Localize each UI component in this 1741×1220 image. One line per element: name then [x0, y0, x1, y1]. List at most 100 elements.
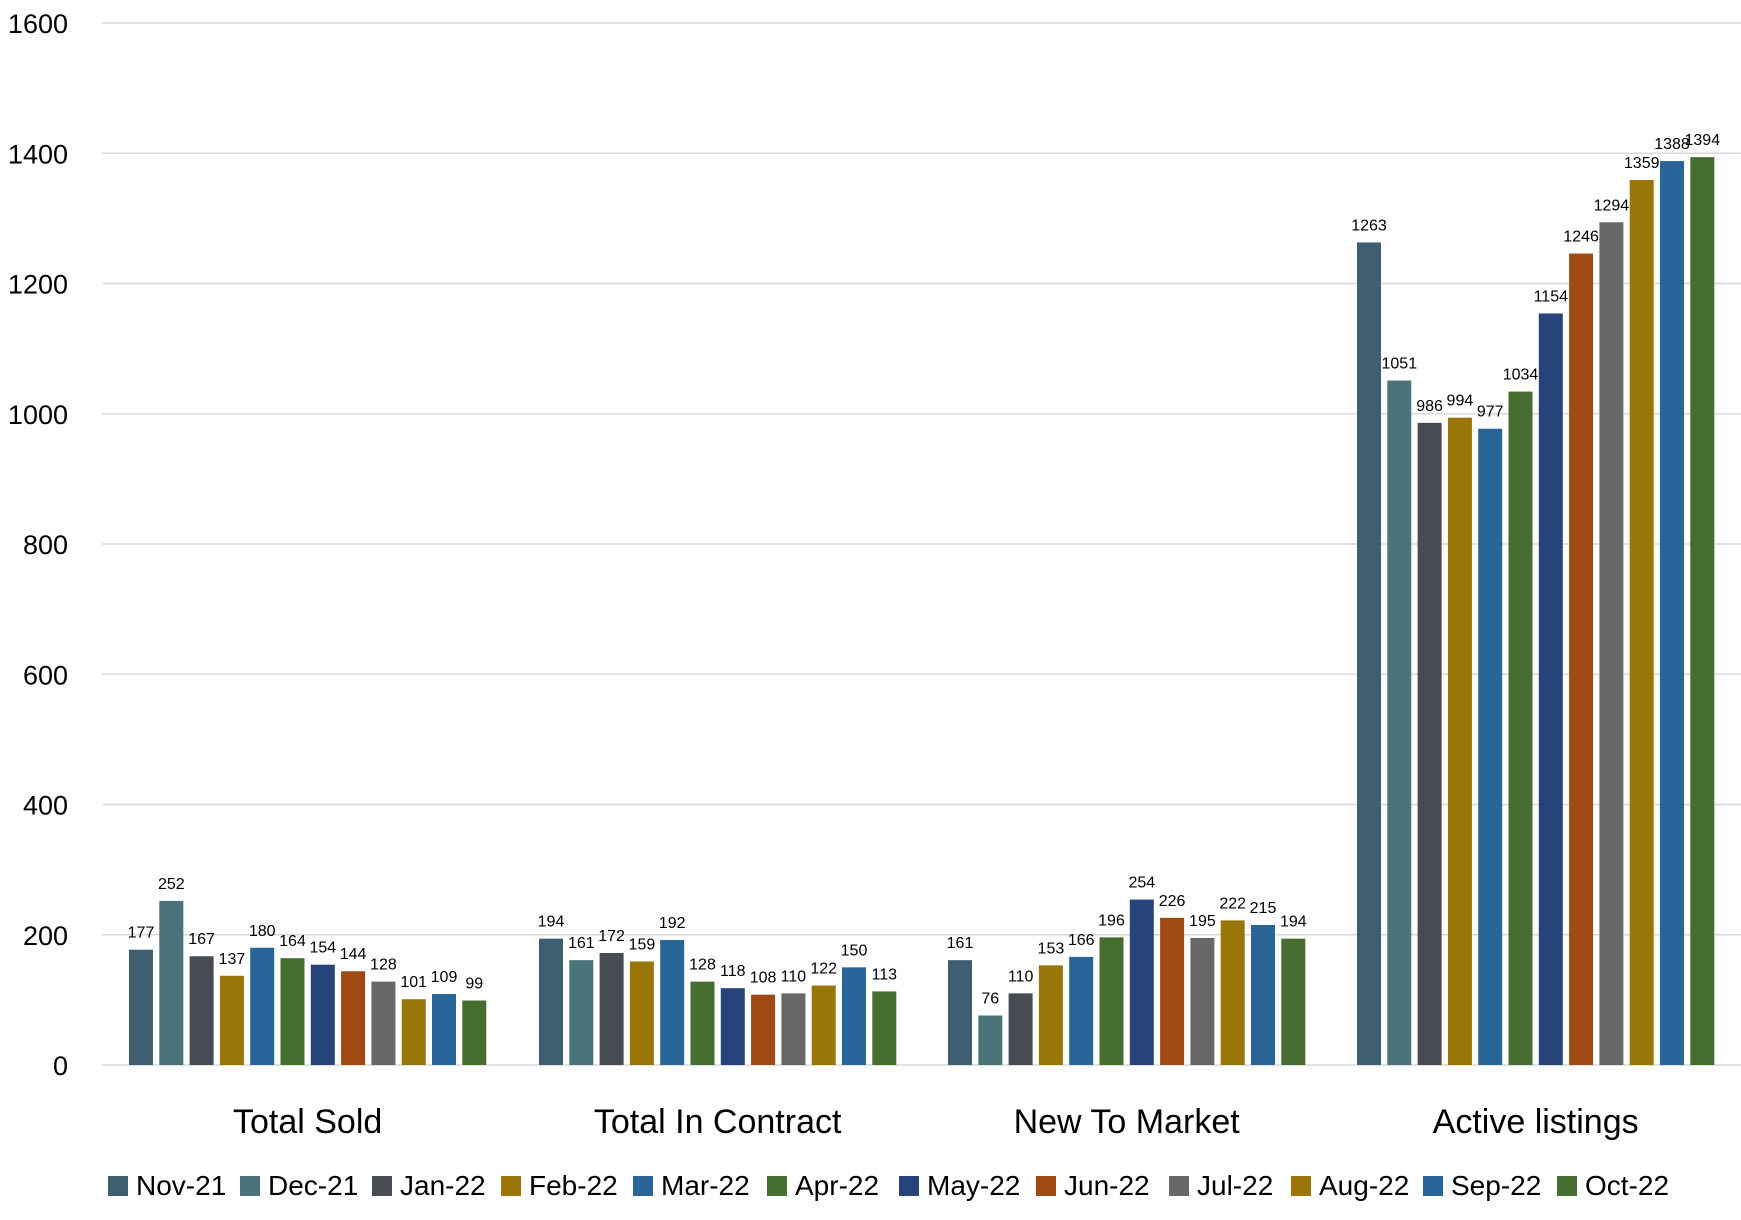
bar-value-label: 1359	[1624, 155, 1660, 172]
category-label: New To Market	[1014, 1103, 1241, 1141]
bar-value-label: 122	[810, 961, 837, 978]
bar-value-label: 177	[128, 925, 155, 942]
bar	[1220, 920, 1245, 1065]
bar	[948, 960, 972, 1065]
bar-value-label: 164	[279, 933, 306, 950]
legend-swatch	[899, 1176, 919, 1196]
y-tick-label: 200	[23, 921, 68, 951]
legend-label: Mar-22	[661, 1170, 750, 1201]
bar	[539, 938, 563, 1065]
legend-label: Jan-22	[400, 1170, 486, 1201]
bar-value-label: 118	[720, 963, 746, 980]
bar	[371, 981, 396, 1065]
category-label: Total Sold	[233, 1103, 382, 1141]
bar-value-label: 1388	[1654, 136, 1690, 153]
bar-value-label: 159	[629, 936, 656, 953]
bar	[432, 994, 456, 1065]
legend-label: Jun-22	[1064, 1170, 1150, 1201]
bar	[1160, 917, 1185, 1065]
y-tick-label: 400	[23, 791, 68, 821]
legend-swatch	[372, 1176, 392, 1196]
bar	[720, 988, 745, 1065]
bar-value-label: 195	[1189, 913, 1216, 930]
bar-value-label: 252	[158, 876, 185, 893]
bar	[781, 993, 806, 1065]
bar	[1447, 417, 1472, 1066]
legend-swatch	[767, 1176, 787, 1196]
bar	[842, 967, 866, 1065]
bar	[751, 994, 776, 1065]
bar	[1538, 313, 1563, 1065]
bar	[599, 952, 624, 1065]
legend-label: Jul-22	[1197, 1170, 1273, 1201]
legend-swatch	[1557, 1176, 1577, 1196]
bar	[811, 985, 836, 1065]
category-labels: Total Sold Total In Contract New To Market…	[233, 1103, 1639, 1141]
bar-value-label: 194	[1280, 914, 1307, 931]
bar-value-label: 215	[1250, 900, 1277, 917]
bar	[1129, 899, 1154, 1065]
y-tick-label: 1000	[8, 400, 68, 430]
bar-value-label: 137	[219, 951, 246, 968]
y-tick-label: 1200	[8, 270, 68, 300]
legend-label: Apr-22	[795, 1170, 879, 1201]
bar	[1099, 937, 1124, 1065]
bar	[978, 1015, 1003, 1065]
bar-value-label: 150	[841, 942, 868, 959]
bar	[1629, 179, 1654, 1066]
bar-value-label: 76	[981, 991, 999, 1008]
legend-label: Sep-22	[1451, 1170, 1541, 1201]
bar-value-label: 161	[568, 935, 595, 952]
bar-value-label: 128	[689, 957, 716, 974]
category-label: Active listings	[1433, 1103, 1639, 1141]
bar-value-label: 109	[431, 969, 458, 986]
bar-value-label: 167	[188, 931, 215, 948]
bar-value-label: 128	[370, 957, 397, 974]
legend-label: Dec-21	[268, 1170, 358, 1201]
category-label: Total In Contract	[594, 1103, 842, 1141]
bar-value-label: 110	[1008, 968, 1034, 985]
bar	[660, 939, 685, 1065]
bar	[189, 956, 214, 1065]
bar-value-label: 166	[1068, 932, 1095, 949]
bar-value-label: 113	[872, 966, 898, 983]
bar	[219, 975, 244, 1065]
bar-value-label: 99	[465, 976, 483, 993]
bar	[1281, 938, 1306, 1065]
bar-value-label: 1246	[1563, 229, 1599, 246]
y-tick-label: 800	[23, 530, 68, 560]
bar	[1387, 380, 1412, 1065]
legend-swatch	[108, 1176, 128, 1196]
bar-value-label: 144	[340, 946, 367, 963]
legend-swatch	[501, 1176, 521, 1196]
legend-label: Nov-21	[136, 1170, 226, 1201]
bar	[690, 981, 715, 1065]
bar	[872, 991, 897, 1065]
bar-value-label: 222	[1219, 895, 1246, 912]
bar-value-label: 154	[309, 940, 336, 957]
bars	[129, 157, 1715, 1066]
bar	[1038, 965, 1063, 1065]
gridlines	[102, 22, 1741, 1066]
bar-value-label: 101	[400, 974, 427, 991]
bar	[159, 900, 184, 1065]
bar-value-label: 1034	[1503, 367, 1539, 384]
bar-value-label: 110	[781, 968, 807, 985]
legend-label: Oct-22	[1585, 1170, 1669, 1201]
legend-label: May-22	[927, 1170, 1020, 1201]
bar-value-label: 1154	[1534, 288, 1569, 305]
bar-value-label: 226	[1159, 893, 1186, 910]
bar-value-label: 108	[750, 970, 777, 987]
bar-value-label: 192	[659, 915, 686, 932]
bar	[1069, 956, 1094, 1065]
bar	[569, 960, 594, 1065]
y-tick-label: 600	[23, 660, 68, 690]
bar	[1569, 253, 1594, 1066]
bar	[1660, 161, 1684, 1065]
legend-swatch	[1291, 1176, 1311, 1196]
y-tick-label: 0	[53, 1051, 68, 1081]
legend-swatch	[1169, 1176, 1189, 1196]
bar-value-label: 994	[1447, 393, 1474, 410]
